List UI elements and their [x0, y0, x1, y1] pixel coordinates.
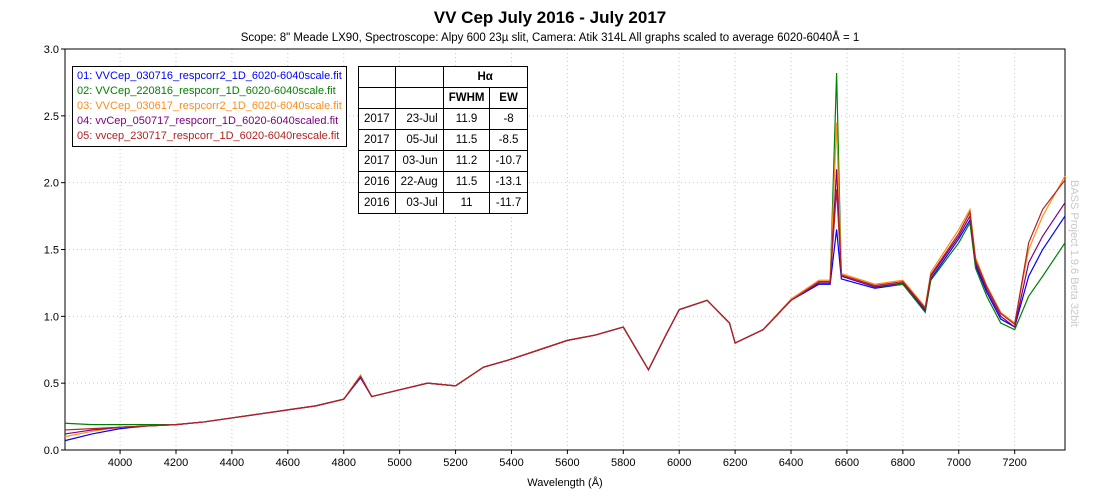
y-tick-label: 0.5 [44, 378, 59, 390]
cell-year: 2017 [358, 108, 396, 130]
cell-year: 2017 [358, 150, 396, 172]
chart-subtitle: Scope: 8" Meade LX90, Spectroscope: Alpy… [240, 32, 860, 44]
x-tick-label: 4400 [220, 457, 244, 469]
x-tick-label: 5400 [499, 457, 523, 469]
x-tick-label: 6400 [779, 457, 803, 469]
table-row: 2016 03-Jul 11 -11.7 [358, 192, 528, 214]
x-tick-label: 6000 [667, 457, 691, 469]
legend-entry: 04: vvCep_050717_respcorr_1D_6020-6040sc… [77, 115, 339, 127]
cell-fwhm: 11 [442, 192, 491, 214]
y-tick-label: 2.0 [44, 178, 59, 190]
cell-year: 2016 [358, 192, 396, 214]
x-tick-label: 5600 [555, 457, 579, 469]
cell-fwhm: 11.2 [442, 150, 491, 172]
cell-date: 05-Jul [394, 129, 444, 151]
cell-ew: -8 [489, 108, 528, 130]
legend: 01: VVCep_030716_respcorr2_1D_6020-6040s… [72, 66, 347, 147]
legend-entry: 01: VVCep_030716_respcorr2_1D_6020-6040s… [77, 70, 342, 82]
cell-fwhm: 11.9 [442, 108, 491, 130]
table-group-header: Hα [442, 66, 528, 88]
x-tick-label: 5800 [611, 457, 635, 469]
y-tick-label: 1.0 [44, 311, 59, 323]
x-tick-label: 7000 [947, 457, 971, 469]
col-ew: EW [489, 87, 528, 109]
table-row: 2017 23-Jul 11.9 -8 [358, 108, 528, 130]
chart-title: VV Cep July 2016 - July 2017 [433, 8, 667, 27]
halpha-table: Hα FWHM EW 2017 23-Jul 11.9 -8 2017 05-Jul 11.5… [358, 66, 528, 214]
x-tick-label: 6800 [891, 457, 915, 469]
cell-ew: -8.5 [489, 129, 528, 151]
x-tick-label: 6200 [723, 457, 747, 469]
cell-year: 2016 [358, 171, 396, 193]
cell-year: 2017 [358, 129, 396, 151]
x-tick-label: 4800 [331, 457, 355, 469]
legend-entry: 05: vvcep_230717_respcorr_1D_6020-6040re… [77, 130, 340, 142]
cell-ew: -11.7 [489, 192, 528, 214]
legend-entry: 03: VVCep_030617_respcorr2_1D_6020-6040s… [77, 100, 342, 112]
cell-ew: -13.1 [489, 171, 528, 193]
cell-date: 22-Aug [394, 171, 444, 193]
series-line-4 [64, 169, 1066, 435]
cell-ew: -10.7 [489, 150, 528, 172]
x-tick-label: 6600 [835, 457, 859, 469]
y-tick-label: 1.5 [44, 245, 59, 257]
plot-frame [64, 48, 1066, 451]
series-line-5 [64, 179, 1066, 431]
x-tick-label: 4200 [164, 457, 188, 469]
col-fwhm: FWHM [442, 87, 491, 109]
table-row: 2017 03-Jun 11.2 -10.7 [358, 150, 528, 172]
y-tick-label: 3.0 [44, 44, 59, 56]
cell-fwhm: 11.5 [442, 129, 491, 151]
series-line-3 [64, 122, 1066, 438]
legend-entry: 02: VVCep_220816_respcorr_1D_6020-6040sc… [77, 85, 336, 97]
cell-date: 03-Jul [394, 192, 444, 214]
x-tick-label: 4000 [108, 457, 132, 469]
watermark: BASS Project 1.9.6 Beta 32bit [1068, 180, 1080, 327]
table-row: 2017 05-Jul 11.5 -8.5 [358, 129, 528, 151]
x-tick-label: 5000 [387, 457, 411, 469]
x-tick-label: 5200 [443, 457, 467, 469]
y-tick-label: 2.5 [44, 111, 59, 123]
x-tick-label: 7200 [1002, 457, 1026, 469]
y-tick-label: 0.0 [44, 445, 59, 457]
x-tick-label: 4600 [276, 457, 300, 469]
cell-date: 03-Jun [394, 150, 444, 172]
cell-fwhm: 11.5 [442, 171, 491, 193]
cell-date: 23-Jul [394, 108, 444, 130]
table-row: 2016 22-Aug 11.5 -13.1 [358, 171, 528, 193]
x-axis-label: Wavelength (Å) [527, 476, 602, 489]
